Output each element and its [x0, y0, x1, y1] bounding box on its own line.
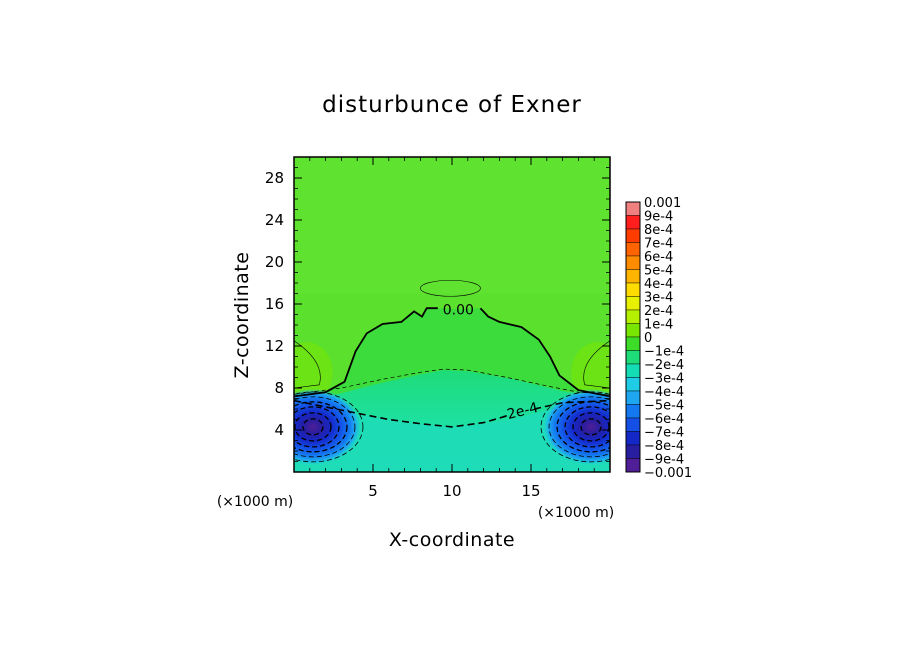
field-upper-band — [294, 157, 610, 294]
contour-upper-ellipse — [420, 279, 481, 297]
colorbar-swatch-15 — [625, 404, 641, 419]
colorbar-label-2: 8e-4 — [644, 223, 673, 238]
colorbar-label-16: −6e-4 — [644, 412, 684, 427]
y-axis: 4 8 12 16 20 24 28 — [265, 167, 610, 462]
contour-lines: 0.00-2e-4 — [294, 279, 610, 463]
colorbar-label-20: −0.001 — [644, 466, 692, 481]
y-tick-label-5: 24 — [265, 211, 284, 229]
contour-ring-right-5 — [540, 391, 610, 463]
y-tick-label-4: 20 — [265, 253, 284, 271]
colorbar-swatch-8 — [625, 309, 641, 324]
colorbar-swatch-4 — [625, 255, 641, 270]
colorbar-label-11: −1e-4 — [644, 345, 684, 360]
warm-lobe-left — [294, 342, 333, 403]
colorbar-label-7: 3e-4 — [644, 291, 673, 306]
contour-ring-left-1 — [294, 412, 332, 442]
y-tick-label-2: 12 — [265, 337, 284, 355]
y-tick-label-0: 4 — [274, 421, 284, 439]
x-tick-label-2: 15 — [521, 482, 540, 500]
colorbar-swatch-18 — [625, 444, 641, 459]
contour-ring-left-0 — [302, 418, 324, 436]
contour-ring-left-5 — [294, 391, 364, 463]
contour-neg2e4-a — [294, 399, 510, 428]
colorbar-swatch-3 — [625, 242, 641, 257]
contour-ring-right-3 — [556, 401, 610, 453]
colorbar: 0.0019e-48e-47e-46e-45e-44e-43e-42e-41e-… — [625, 196, 692, 481]
colorbar-swatch-0 — [625, 201, 641, 216]
colorbar-swatch-2 — [625, 228, 641, 243]
contour-ring-right-4 — [548, 396, 610, 458]
colorbar-swatch-14 — [625, 390, 641, 405]
colorbar-swatch-12 — [625, 363, 641, 378]
colorbar-swatch-13 — [625, 377, 641, 392]
colorbar-label-10: 0 — [644, 331, 652, 346]
x-tick-label-1: 10 — [442, 482, 461, 500]
colorbar-frame — [625, 201, 641, 473]
colorbar-swatch-7 — [625, 296, 641, 311]
min-center-left — [294, 388, 361, 465]
field-bottom-layer — [294, 400, 610, 472]
colorbar-label-14: −4e-4 — [644, 385, 684, 400]
colorbar-label-18: −8e-4 — [644, 439, 684, 454]
colorbar-label-3: 7e-4 — [644, 237, 673, 252]
colorbar-swatch-17 — [625, 431, 641, 446]
contour-zero-right — [479, 307, 610, 398]
x-axis-label: X-coordinate — [389, 529, 515, 551]
colorbar-label-9: 1e-4 — [644, 318, 673, 333]
colorbar-label-1: 9e-4 — [644, 210, 673, 225]
contour-zero-left — [294, 307, 438, 398]
colorbar-swatch-6 — [625, 282, 641, 297]
colorbar-label-8: 2e-4 — [644, 304, 673, 319]
x-tick-label-0: 5 — [368, 482, 378, 500]
y-tick-label-1: 8 — [274, 379, 284, 397]
contour-ring-left-3 — [294, 401, 348, 453]
colorbar-label-17: −7e-4 — [644, 426, 684, 441]
colorbar-label-13: −3e-4 — [644, 372, 684, 387]
min-center-right — [543, 388, 610, 465]
y-tick-label-3: 16 — [265, 295, 284, 313]
colorbar-label-19: −9e-4 — [644, 453, 684, 468]
x-unit-label-right: (×1000 m) — [538, 505, 614, 521]
contour-neg1e4 — [294, 368, 610, 395]
colorbar-swatch-19 — [625, 458, 641, 473]
contour-ring-left-4 — [294, 396, 356, 458]
colorbar-swatch-11 — [625, 350, 641, 365]
colorbar-swatch-16 — [625, 417, 641, 432]
colorbar-label-6: 4e-4 — [644, 277, 673, 292]
colorbar-label-5: 5e-4 — [644, 264, 673, 279]
colorbar-swatch-10 — [625, 336, 641, 351]
colorbar-label-15: −5e-4 — [644, 399, 684, 414]
x-axis: 5 10 15 — [309, 157, 595, 500]
contour-ring-right-0 — [580, 418, 602, 436]
colorbar-label-12: −2e-4 — [644, 358, 684, 373]
chart-title: disturbunce of Exner — [322, 92, 582, 118]
contour-ring-right-1 — [572, 412, 610, 442]
x-unit-label-left: (×1000 m) — [217, 494, 293, 510]
warm-lobe-right — [571, 342, 610, 403]
contour-side-right — [583, 340, 610, 389]
colorbar-swatch-1 — [625, 215, 641, 230]
contour-ring-left-2 — [294, 406, 340, 448]
colorbar-label-4: 6e-4 — [644, 250, 673, 265]
contour-ring-right-2 — [564, 406, 610, 448]
colorbar-swatch-9 — [625, 323, 641, 338]
contour-side-left — [294, 340, 321, 389]
contour-neg2e4-b — [534, 399, 610, 410]
colorbar-label-0: 0.001 — [644, 196, 681, 211]
y-axis-label: Z-coordinate — [231, 252, 253, 379]
plot-area: 0.00-2e-4 — [294, 157, 610, 472]
contour-label-zero: 0.00 — [443, 302, 474, 318]
colorbar-swatch-5 — [625, 269, 641, 284]
y-tick-label-6: 28 — [265, 169, 284, 187]
